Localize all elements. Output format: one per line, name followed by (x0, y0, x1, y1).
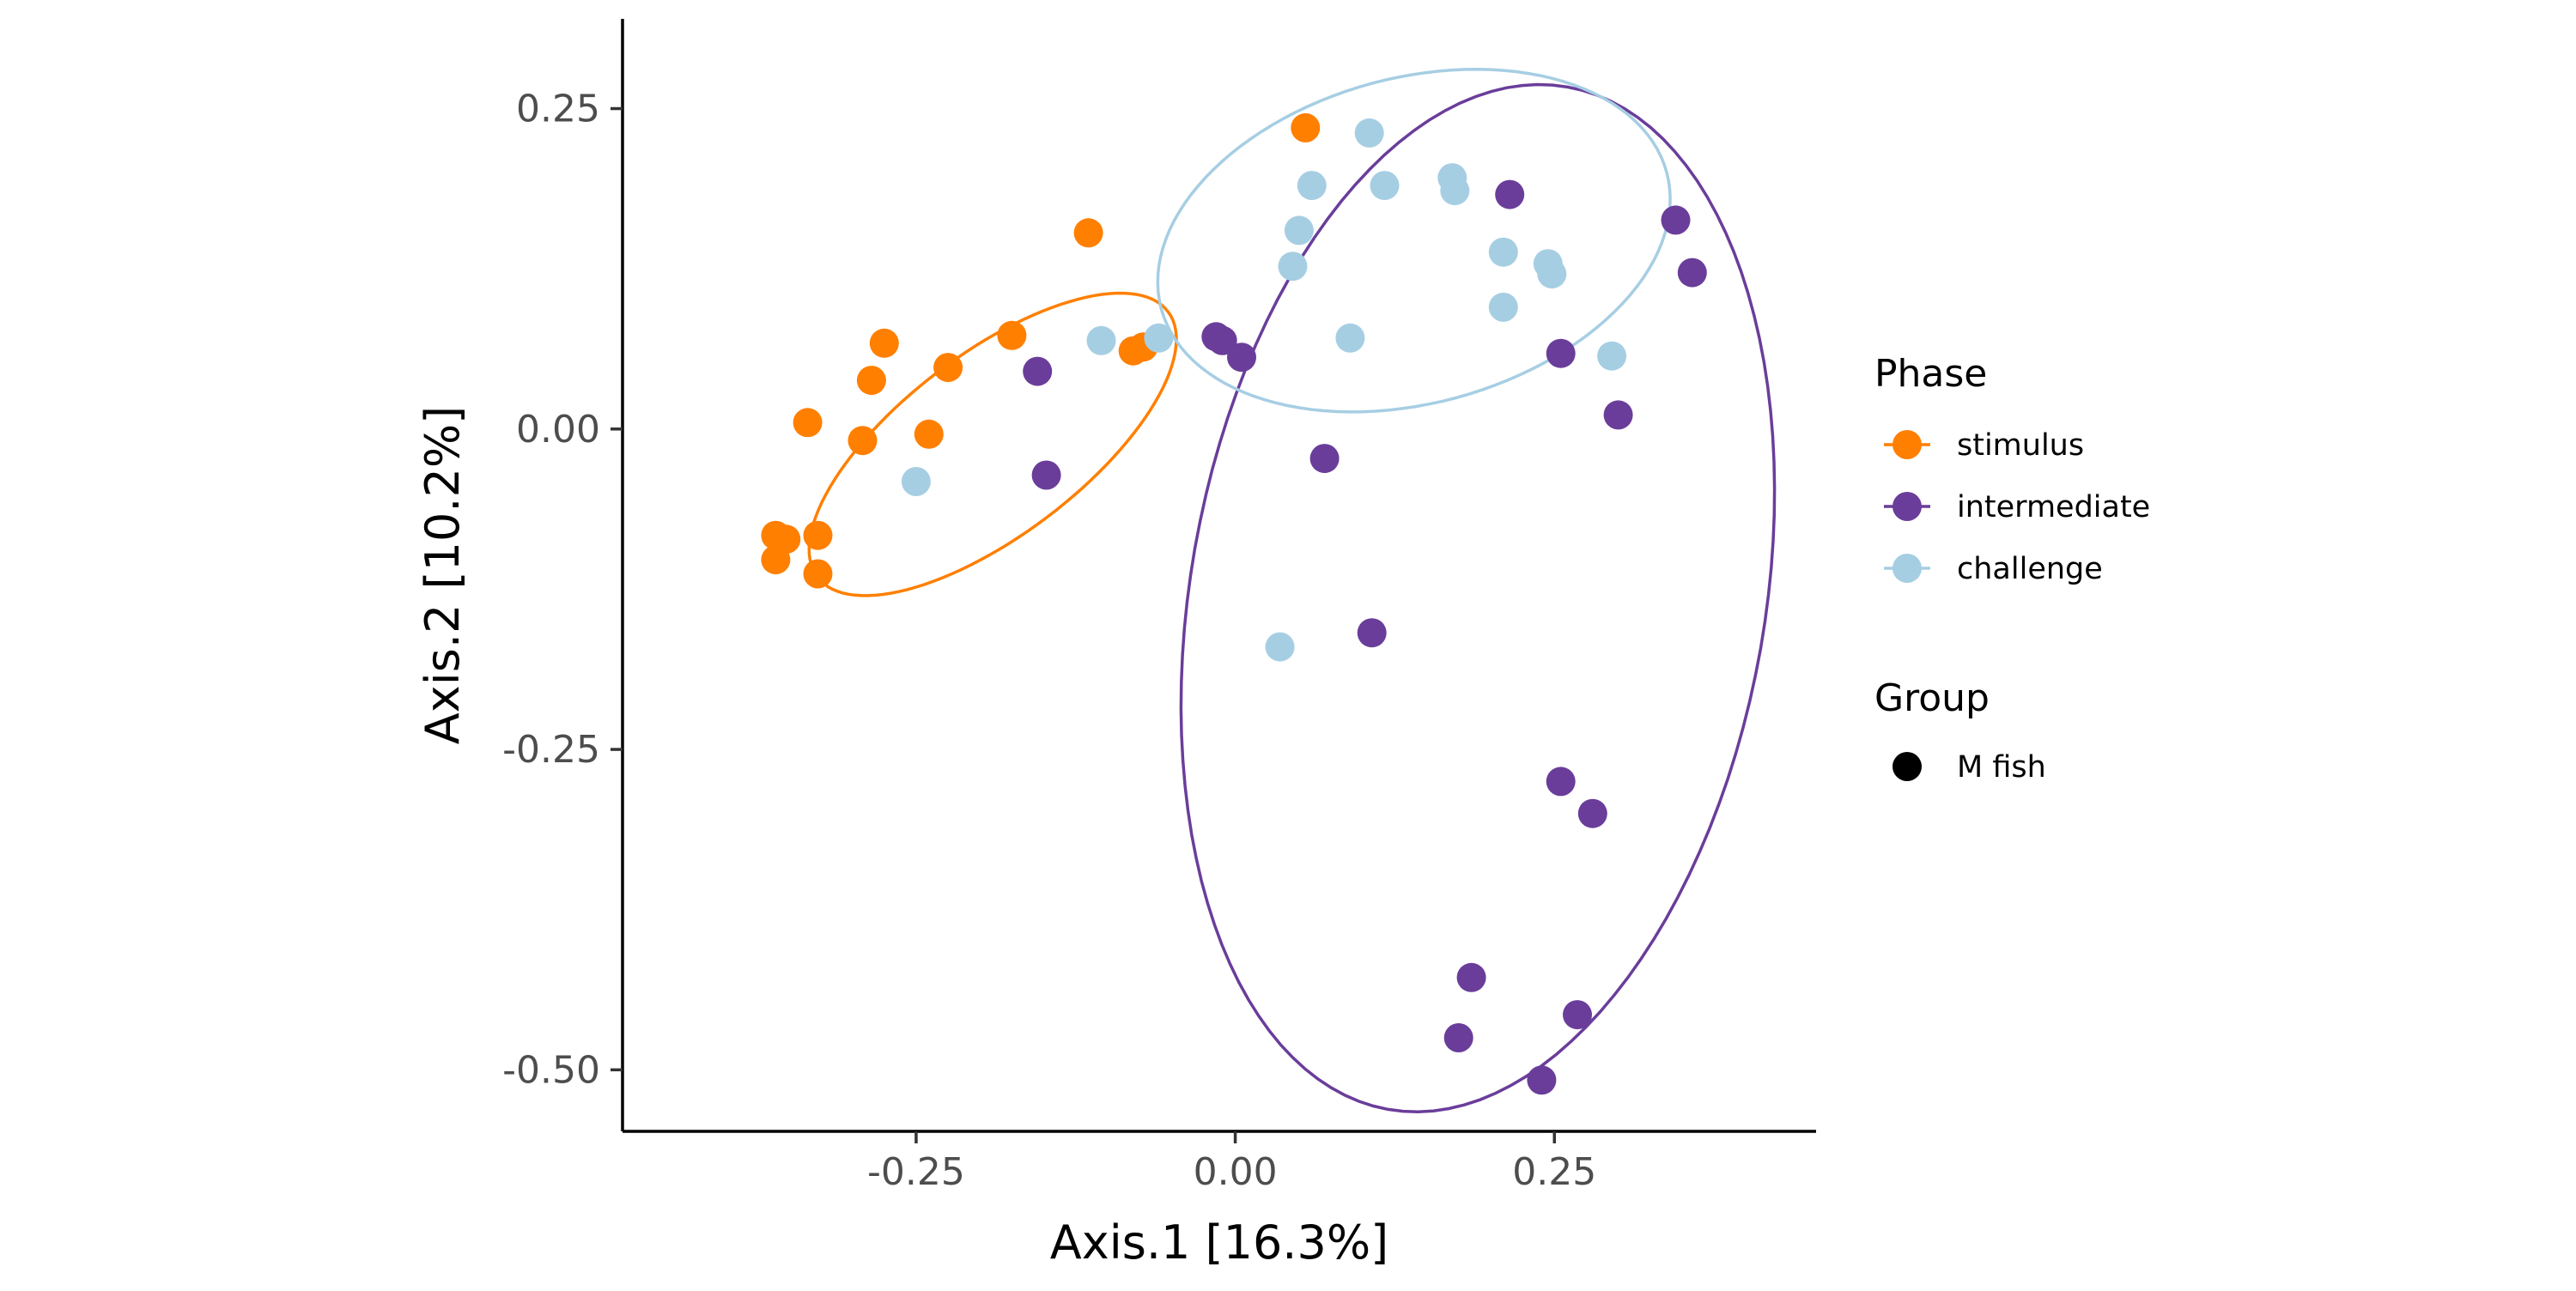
point-challenge (1144, 323, 1174, 353)
point-stimulus (933, 353, 963, 383)
point-challenge (1440, 176, 1470, 206)
x-tick-label: 0.00 (1194, 1150, 1278, 1194)
point-stimulus (1291, 112, 1321, 142)
point-intermediate (1456, 962, 1486, 992)
point-intermediate (1677, 258, 1707, 288)
point-intermediate (1527, 1065, 1557, 1095)
legend: Phase stimulus intermediate challenge Grou… (1874, 352, 2150, 785)
point-stimulus (803, 520, 833, 550)
y-tick-label: 0.25 (516, 88, 600, 131)
point-challenge (1297, 171, 1327, 201)
point-stimulus (1073, 218, 1103, 248)
point-intermediate (1546, 767, 1576, 797)
legend-label-challenge: challenge (1957, 552, 2103, 586)
point-challenge (1370, 171, 1400, 201)
point-intermediate (1207, 325, 1237, 355)
y-tick-label: -0.25 (502, 728, 600, 772)
point-stimulus (803, 559, 833, 589)
point-stimulus (914, 419, 944, 449)
point-challenge (1354, 118, 1384, 148)
x-tick-label: 0.25 (1512, 1150, 1596, 1194)
point-stimulus (793, 408, 823, 438)
legend-label-m-fish: M fish (1957, 750, 2046, 785)
point-stimulus (856, 366, 886, 396)
point-challenge (1597, 341, 1627, 371)
axes-layer (621, 19, 1816, 1133)
legend-marker-challenge (1893, 554, 1922, 583)
point-stimulus (869, 328, 899, 358)
x-tick-label: -0.25 (867, 1150, 965, 1194)
point-intermediate (1309, 444, 1340, 474)
point-intermediate (1023, 356, 1053, 386)
point-stimulus (761, 545, 791, 575)
point-challenge (1265, 632, 1295, 662)
point-challenge (1537, 259, 1567, 289)
ellipse-challenge (1156, 68, 1672, 414)
point-intermediate (1443, 1023, 1473, 1052)
point-challenge (1335, 323, 1365, 353)
y-tick-label: -0.50 (502, 1048, 600, 1092)
legend-item-stimulus: stimulus (1884, 428, 2084, 463)
legend-item-intermediate: intermediate (1884, 490, 2150, 524)
point-stimulus (848, 426, 878, 456)
y-tick-label: 0.00 (516, 408, 600, 452)
point-intermediate (1546, 338, 1576, 368)
point-stimulus (997, 320, 1027, 350)
point-intermediate (1577, 798, 1607, 828)
point-intermediate (1603, 400, 1633, 430)
point-intermediate (1563, 1000, 1592, 1030)
point-challenge (1488, 292, 1518, 322)
legend-marker-stimulus (1893, 430, 1922, 459)
point-challenge (1488, 237, 1518, 267)
point-intermediate (1031, 460, 1061, 490)
ticks-layer: -0.25 0.00 0.25 0.25 0.00 -0.25 -0.50 (502, 88, 1596, 1194)
point-challenge (1284, 215, 1314, 245)
point-intermediate (1661, 205, 1691, 235)
y-axis-title: Axis.2 [10.2%] (416, 406, 470, 744)
group-legend-title: Group (1874, 676, 1990, 720)
phase-legend-title: Phase (1874, 352, 1987, 396)
ellipse-intermediate (1179, 82, 1777, 1113)
point-intermediate (1495, 179, 1525, 209)
legend-label-stimulus: stimulus (1957, 428, 2084, 463)
x-axis-title: Axis.1 [16.3%] (1050, 1215, 1388, 1270)
phase-legend-items: stimulus intermediate challenge (1884, 428, 2150, 586)
point-challenge (1278, 252, 1308, 282)
legend-item-challenge: challenge (1884, 552, 2103, 586)
point-intermediate (1227, 342, 1256, 373)
legend-marker-m-fish (1893, 752, 1922, 781)
point-challenge (1086, 325, 1116, 355)
legend-marker-intermediate (1893, 492, 1922, 521)
legend-label-intermediate: intermediate (1957, 490, 2150, 524)
point-challenge (901, 467, 931, 496)
points-layer (761, 112, 1707, 1095)
legend-item-m-fish: M fish (1893, 750, 2046, 785)
point-intermediate (1357, 618, 1387, 648)
